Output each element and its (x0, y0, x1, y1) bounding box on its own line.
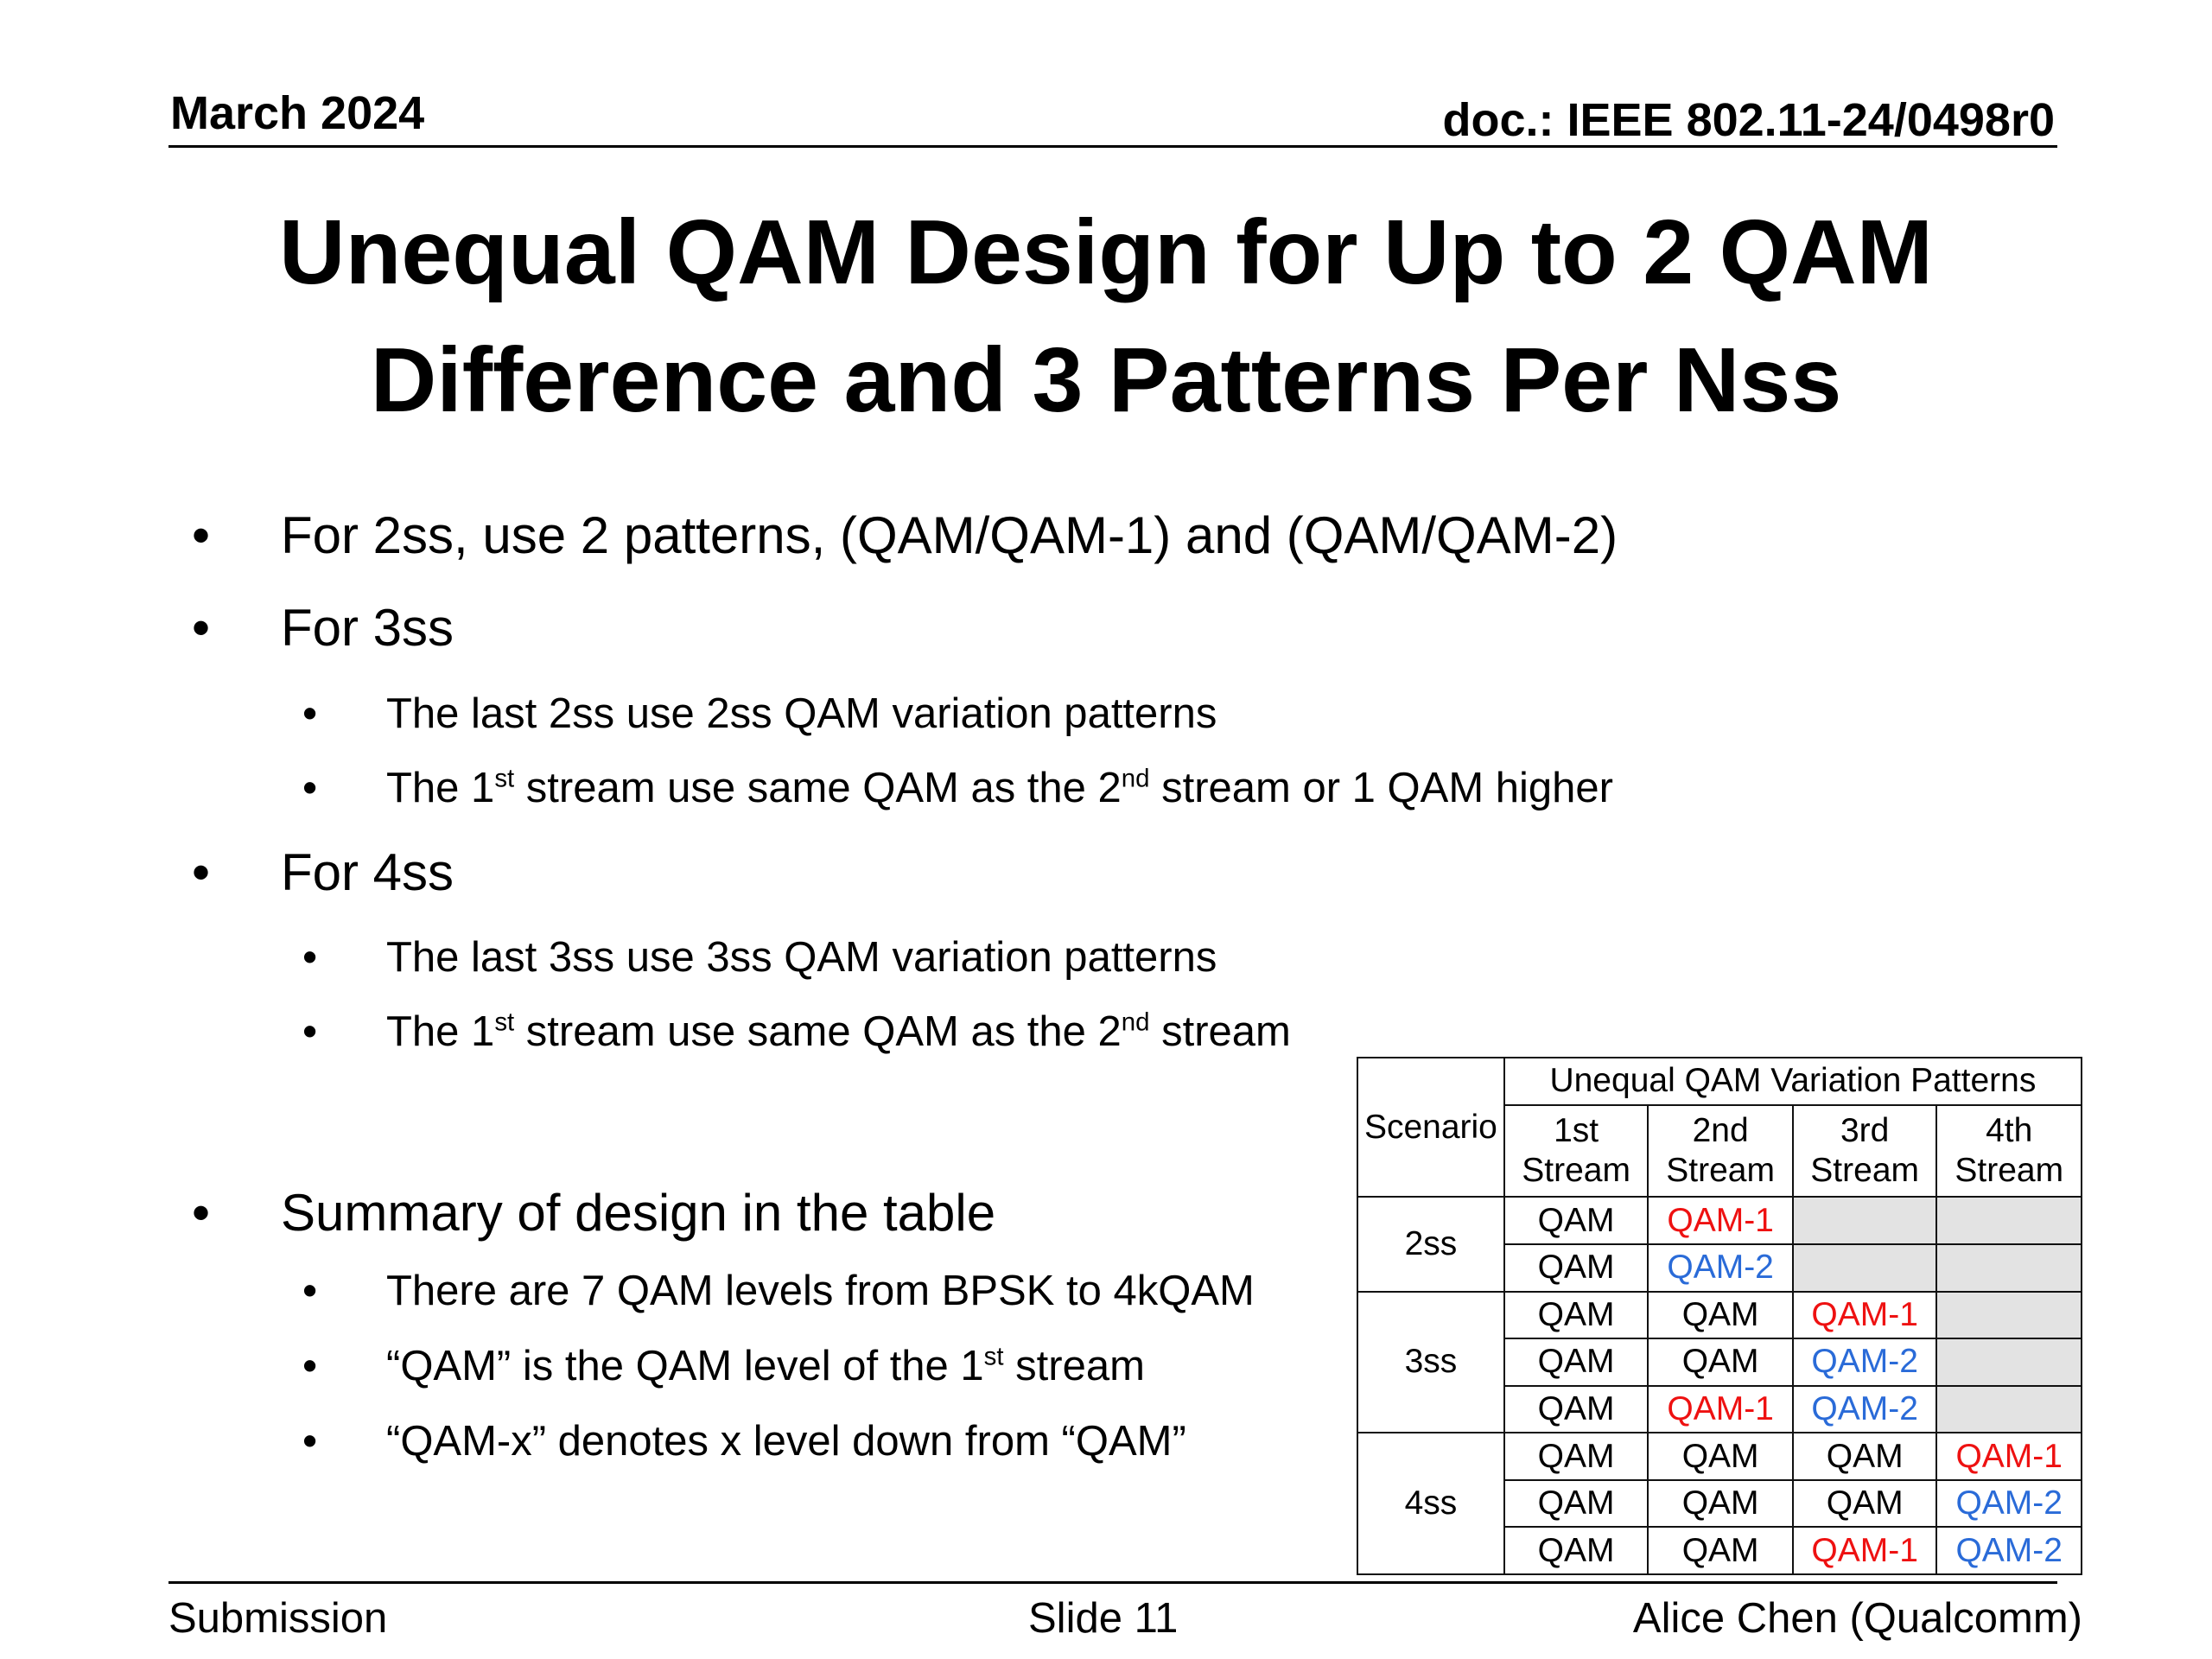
bullet-dot: • (302, 765, 318, 811)
footer-divider (168, 1581, 2057, 1584)
table-cell: QAM-1 (1791, 1290, 1938, 1340)
scenario-cell-4ss: 4ss (1357, 1432, 1505, 1575)
bullet-4ss-sub2: The 1st stream use same QAM as the 2nd s… (386, 1007, 1291, 1055)
bullet-dot: • (302, 690, 318, 737)
footer-author: Alice Chen (Qualcomm) (1632, 1595, 2082, 1642)
header-doc-number: doc.: IEEE 802.11-24/0498r0 (1442, 94, 2055, 146)
table-row: QAM QAM QAM-1 QAM-2 (1357, 1526, 2082, 1575)
bullet-3ss: For 3ss (281, 599, 454, 657)
bullet-dot: • (302, 1343, 318, 1389)
bullet-3ss-sub1: The last 2ss use 2ss QAM variation patte… (386, 690, 1217, 737)
bullet-dot: • (192, 1184, 211, 1242)
table-cell: QAM-1 (1936, 1432, 2082, 1481)
stream-header-2: 2nd Stream (1647, 1103, 1794, 1198)
table-header-main: Unequal QAM Variation Patterns (1503, 1057, 2083, 1106)
bullet-4ss: For 4ss (281, 843, 454, 901)
bullet-2ss: For 2ss, use 2 patterns, (QAM/QAM-1) and… (281, 506, 1618, 564)
slide-title-line2: Difference and 3 Patterns Per Nss (370, 329, 1842, 431)
table-cell-empty (1936, 1290, 2082, 1340)
bullet-summary: Summary of design in the table (281, 1184, 996, 1242)
table-cell: QAM-2 (1936, 1478, 2082, 1529)
table-row: 2ss QAM QAM-1 (1357, 1196, 2082, 1293)
table-row: QAM QAM QAM-2 (1357, 1338, 2082, 1387)
table-cell-empty (1936, 1384, 2082, 1434)
header-date: March 2024 (170, 87, 425, 139)
qam-pattern-table: Scenario Unequal QAM Variation Patterns … (1357, 1056, 2083, 1575)
bullet-dot: • (192, 843, 211, 901)
footer-slide-number: Slide 11 (1028, 1595, 1179, 1642)
table-cell: QAM-1 (1647, 1196, 1794, 1245)
bullet-dot: • (302, 934, 318, 981)
bullet-dot: • (192, 599, 211, 657)
table-cell: QAM (1791, 1432, 1938, 1481)
table-cell: QAM (1503, 1432, 1649, 1481)
table-cell: QAM (1647, 1290, 1794, 1340)
table-cell-empty (1936, 1243, 2082, 1293)
table-row: QAM QAM-1 QAM-2 (1357, 1384, 2082, 1434)
bullet-dot: • (302, 1008, 318, 1055)
table-cell: QAM (1503, 1478, 1649, 1529)
scenario-cell-3ss: 3ss (1357, 1290, 1505, 1434)
table-cell: QAM (1503, 1338, 1649, 1387)
table-row: 4ss QAM QAM QAM QAM-1 (1357, 1432, 2082, 1575)
table-cell: QAM (1503, 1526, 1649, 1575)
table-cell: QAM-1 (1647, 1384, 1794, 1434)
table-row: 3ss QAM QAM QAM-1 (1357, 1290, 2082, 1434)
slide-title: Unequal QAM Design for Up to 2 QAM Diffe… (173, 188, 2039, 444)
table-row: QAM QAM QAM QAM-2 (1357, 1478, 2082, 1529)
table-cell: QAM (1647, 1526, 1794, 1575)
table-cell: QAM (1647, 1338, 1794, 1387)
table-cell: QAM (1503, 1290, 1649, 1340)
table-row: QAM QAM-2 (1357, 1243, 2082, 1293)
bullet-4ss-sub1: The last 3ss use 3ss QAM variation patte… (386, 934, 1217, 981)
bullet-summary-sub2: “QAM” is the QAM level of the 1st stream (386, 1342, 1145, 1389)
table-cell: QAM (1503, 1196, 1649, 1245)
table-cell: QAM (1503, 1384, 1649, 1434)
table-cell: QAM (1647, 1432, 1794, 1481)
stream-header-3: 3rd Stream (1791, 1103, 1938, 1198)
bullet-3ss-sub2: The 1st stream use same QAM as the 2nd s… (386, 764, 1613, 811)
bullet-summary-sub3: “QAM-x” denotes x level down from “QAM” (386, 1418, 1186, 1465)
table-cell-empty (1936, 1338, 2082, 1387)
stream-header-4: 4th Stream (1936, 1103, 2082, 1198)
table-cell: QAM (1503, 1243, 1649, 1293)
table-cell: QAM-2 (1647, 1243, 1794, 1293)
scenario-cell-2ss: 2ss (1357, 1196, 1505, 1293)
table-cell-empty (1791, 1243, 1938, 1293)
table-cell: QAM (1647, 1478, 1794, 1529)
table-cell: QAM-2 (1936, 1526, 2082, 1575)
stream-header-1: 1st Stream (1503, 1103, 1649, 1198)
table-stream-headers: 1st Stream 2nd Stream 3rd Stream 4th Stream (1357, 1103, 2082, 1198)
header-divider (168, 145, 2057, 148)
bullet-dot: • (302, 1418, 318, 1465)
table-cell-empty (1936, 1196, 2082, 1245)
slide-title-line1: Unequal QAM Design for Up to 2 QAM (279, 201, 1933, 303)
table-cell: QAM-1 (1791, 1526, 1938, 1575)
table-cell-empty (1791, 1196, 1938, 1245)
table-cell: QAM-2 (1791, 1384, 1938, 1434)
bullet-summary-sub1: There are 7 QAM levels from BPSK to 4kQA… (386, 1268, 1255, 1314)
table-cell: QAM-2 (1791, 1338, 1938, 1387)
table-header-scenario: Scenario (1357, 1056, 1505, 1198)
bullet-dot: • (302, 1268, 318, 1314)
table-cell: QAM (1791, 1478, 1938, 1529)
footer-submission: Submission (168, 1595, 388, 1642)
bullet-dot: • (192, 506, 211, 564)
